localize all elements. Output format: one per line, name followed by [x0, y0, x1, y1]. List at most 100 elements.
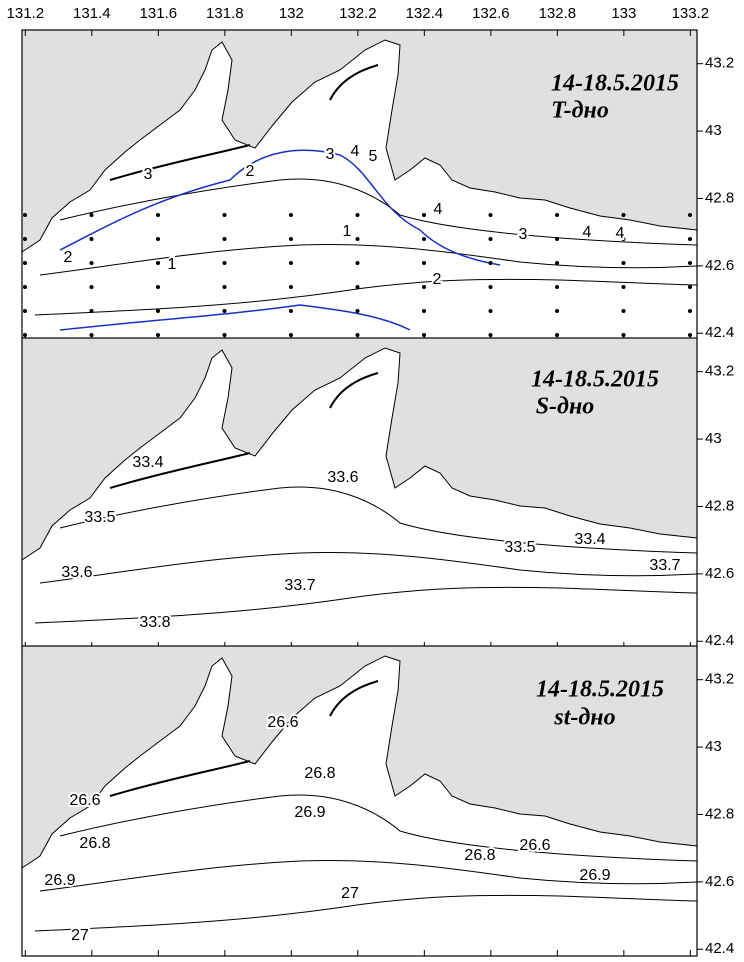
- station: [621, 285, 626, 289]
- y-tick-label: 43.2: [705, 363, 734, 380]
- y-tick-label: 42.4: [705, 632, 734, 649]
- station: [23, 285, 27, 289]
- contour-label: 2: [433, 271, 442, 288]
- station: [355, 261, 360, 265]
- contour-line: [34, 894, 698, 932]
- station: [422, 213, 426, 217]
- station: [289, 237, 293, 241]
- x-tick-label: 132: [279, 5, 304, 22]
- station: [156, 213, 160, 217]
- contour-line: [109, 760, 251, 797]
- station: [688, 237, 692, 241]
- station: [156, 237, 160, 241]
- y-tick-label: 43.2: [705, 671, 734, 688]
- station: [89, 285, 94, 289]
- station: [688, 261, 692, 265]
- panel-title: 14-18.5.2015: [536, 677, 664, 703]
- y-tick-label: 42.6: [705, 257, 734, 274]
- contour-label: 26.6: [267, 714, 298, 731]
- station: [289, 309, 293, 313]
- contour-label: 27: [341, 885, 359, 902]
- contour-label: 26.6: [519, 837, 550, 854]
- station: [222, 261, 227, 265]
- x-tick-label: 132.2: [339, 5, 377, 22]
- x-tick-label: 132.8: [539, 5, 577, 22]
- station: [355, 285, 360, 289]
- contour-label: 4: [616, 225, 625, 242]
- station: [555, 237, 559, 241]
- contour-label: 26.9: [294, 804, 325, 821]
- station: [156, 261, 160, 265]
- station: [89, 213, 94, 217]
- station: [621, 237, 626, 241]
- contour-label: 33.4: [132, 454, 163, 471]
- y-tick-label: 42.6: [705, 565, 734, 582]
- y-tick-label: 43.2: [705, 55, 734, 72]
- contour-label: 26.8: [304, 765, 335, 782]
- station: [355, 213, 360, 217]
- station: [23, 309, 27, 313]
- contour-label: 33.5: [504, 539, 535, 556]
- station: [488, 213, 493, 217]
- panel-subtitle: S-дно: [536, 394, 595, 420]
- frame: [21, 645, 698, 957]
- contour-label: 33.5: [84, 509, 115, 526]
- contour-label: 33.6: [61, 564, 92, 581]
- contour-line: [109, 452, 251, 489]
- contour-line: [39, 243, 698, 276]
- contour-line: [34, 278, 698, 316]
- station: [621, 213, 626, 217]
- y-tick-label: 42.4: [705, 324, 734, 341]
- station: [488, 285, 493, 289]
- contour-label: 3: [326, 146, 335, 163]
- contour-label: 2: [64, 249, 73, 266]
- contour-label: 1: [343, 223, 352, 240]
- x-tick-label: 131.8: [206, 5, 244, 22]
- contour-label: 4: [434, 201, 443, 218]
- station: [289, 261, 293, 265]
- y-tick-label: 43: [705, 738, 722, 755]
- x-tick-label: 131.4: [73, 5, 111, 22]
- station: [289, 285, 293, 289]
- station: [23, 213, 27, 217]
- station: [422, 261, 426, 265]
- station: [156, 309, 160, 313]
- station: [488, 261, 493, 265]
- station: [89, 309, 94, 313]
- contour-label: 26.8: [79, 835, 110, 852]
- contour-line: [329, 680, 379, 717]
- station: [289, 213, 293, 217]
- contour-label: 3: [519, 226, 528, 243]
- y-tick-label: 42.8: [705, 189, 734, 206]
- y-tick-label: 43: [705, 122, 722, 139]
- contour-label: 33.8: [139, 614, 170, 631]
- x-tick-label: 133: [611, 5, 636, 22]
- station: [355, 237, 360, 241]
- contour-line: [59, 486, 698, 554]
- contour-label: 26.6: [69, 792, 100, 809]
- x-tick-label: 131.6: [140, 5, 178, 22]
- station: [89, 261, 94, 265]
- y-tick-label: 43: [705, 430, 722, 447]
- contour-label: 2: [246, 163, 255, 180]
- station: [422, 285, 426, 289]
- contour-line: [39, 551, 698, 584]
- x-tick-label: 132.6: [472, 5, 510, 22]
- x-tick-label: 133.2: [672, 5, 710, 22]
- y-tick-label: 42.8: [705, 805, 734, 822]
- isotherm-line: [59, 149, 501, 266]
- station: [222, 237, 227, 241]
- station: [688, 285, 692, 289]
- station: [555, 213, 559, 217]
- isotherm-line: [59, 304, 411, 331]
- contour-label: 33.7: [284, 577, 315, 594]
- station: [23, 237, 27, 241]
- x-tick-label: 132.4: [406, 5, 444, 22]
- station: [89, 237, 94, 241]
- contour-line: [329, 64, 379, 101]
- station: [488, 309, 493, 313]
- panel-subtitle: st-дно: [553, 705, 615, 731]
- contour-label: 4: [583, 224, 592, 241]
